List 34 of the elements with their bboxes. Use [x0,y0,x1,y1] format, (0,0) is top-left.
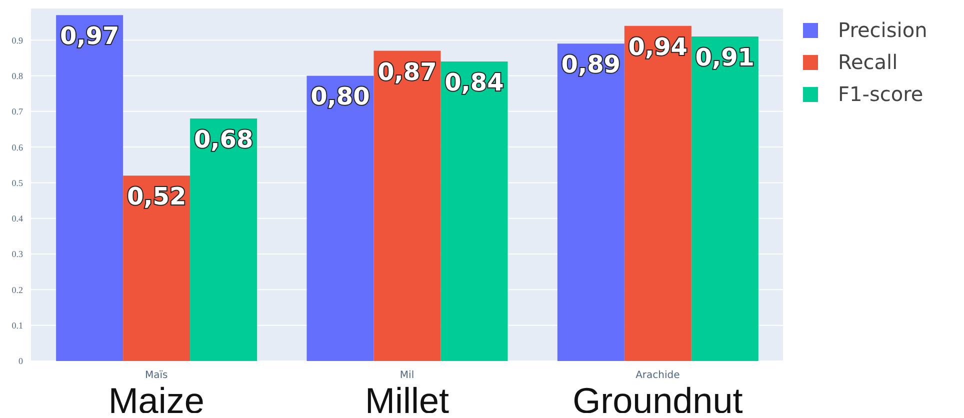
y-tick-label: 0.1 [12,320,23,331]
data-label: 0,80 [310,82,370,111]
data-label: 0,94 [628,32,688,61]
bar [374,50,441,361]
y-tick-label: 0.6 [12,142,24,152]
y-tick-label: 0.9 [12,35,24,46]
x-tick-label: Mil [400,370,414,381]
y-tick-label: 0.2 [12,284,23,295]
legend-label: Recall [838,49,898,76]
legend-label: F1-score [838,81,924,108]
x-tick-label: Maïs [144,370,168,381]
data-label: 0,84 [444,68,504,96]
y-tick-label: 0 [18,356,24,366]
data-label: 0,91 [695,44,755,72]
bar [624,26,692,361]
data-label: 0,68 [194,126,254,154]
bar [440,61,508,361]
data-label: 0,52 [126,182,186,211]
x-tick-label: Arachide [636,370,680,381]
legend-label: Precision [838,17,928,44]
y-tick-label: 0.7 [12,106,24,117]
bar [306,76,374,361]
bar [56,15,124,361]
bar [691,36,758,361]
y-tick-label: 0.5 [12,178,24,188]
data-label: 0,89 [561,50,621,79]
data-label: 0,87 [378,58,437,86]
bar [123,176,190,361]
data-label: 0,97 [60,22,120,50]
y-tick-label: 0.3 [12,249,24,260]
bar [190,118,258,361]
y-tick-label: 0.8 [12,70,24,81]
y-tick-label: 0.4 [12,214,24,224]
bar [557,44,624,361]
